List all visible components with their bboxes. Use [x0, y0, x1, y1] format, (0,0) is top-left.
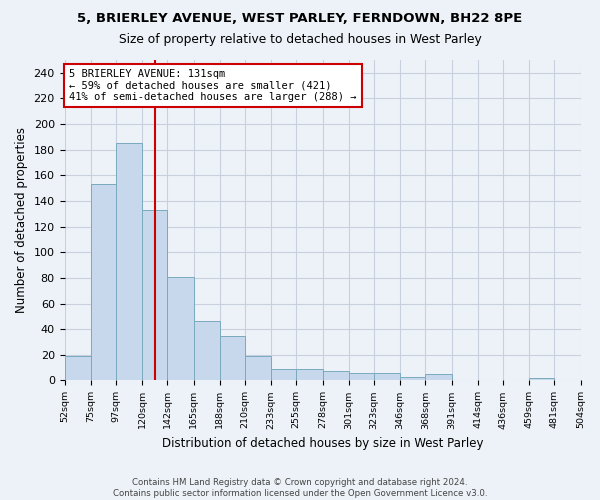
Bar: [374, 373, 400, 380]
Bar: [349, 373, 374, 380]
Bar: [91, 184, 116, 380]
X-axis label: Distribution of detached houses by size in West Parley: Distribution of detached houses by size …: [162, 437, 483, 450]
Bar: [167, 276, 194, 380]
Text: Size of property relative to detached houses in West Parley: Size of property relative to detached ho…: [119, 32, 481, 46]
Bar: [400, 376, 425, 380]
Bar: [116, 144, 142, 380]
Bar: [296, 369, 323, 380]
Bar: [220, 336, 245, 380]
Bar: [65, 356, 91, 380]
Bar: [529, 378, 554, 380]
Bar: [323, 372, 349, 380]
Text: 5 BRIERLEY AVENUE: 131sqm
← 59% of detached houses are smaller (421)
41% of semi: 5 BRIERLEY AVENUE: 131sqm ← 59% of detac…: [69, 69, 356, 102]
Bar: [425, 374, 452, 380]
Bar: [245, 356, 271, 380]
Bar: [194, 322, 220, 380]
Text: Contains HM Land Registry data © Crown copyright and database right 2024.
Contai: Contains HM Land Registry data © Crown c…: [113, 478, 487, 498]
Bar: [271, 369, 296, 380]
Bar: [142, 210, 167, 380]
Text: 5, BRIERLEY AVENUE, WEST PARLEY, FERNDOWN, BH22 8PE: 5, BRIERLEY AVENUE, WEST PARLEY, FERNDOW…: [77, 12, 523, 26]
Y-axis label: Number of detached properties: Number of detached properties: [15, 127, 28, 313]
